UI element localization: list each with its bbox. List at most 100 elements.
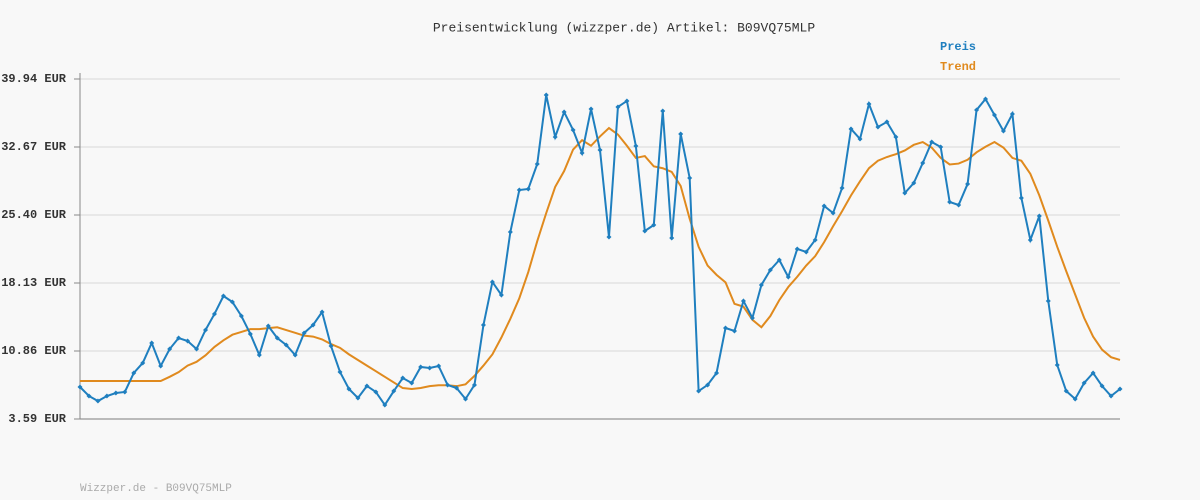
point-marker [463,396,469,402]
point-marker [480,322,486,328]
point-marker [247,331,253,337]
point-marker [776,257,782,263]
point-marker [328,343,334,349]
point-marker [651,222,657,228]
point-marker [848,126,854,132]
point-marker [185,338,191,344]
point-marker [489,279,495,285]
point-marker [606,234,612,240]
point-marker [140,360,146,366]
point-marker [714,370,720,376]
point-marker [256,352,262,358]
point-marker [974,107,980,113]
point-marker [104,393,110,399]
point-marker [588,106,594,112]
point-marker [633,143,639,149]
point-marker [723,325,729,331]
point-marker [1036,213,1042,219]
point-marker [436,363,442,369]
point-marker [516,187,522,193]
point-marker [803,249,809,255]
y-tick-label: 3.59 EUR [8,412,66,426]
point-marker [1117,386,1123,392]
point-marker [983,96,989,102]
point-marker [579,150,585,156]
point-marker [1099,383,1105,389]
point-marker [839,185,845,191]
point-marker [445,382,451,388]
point-marker [920,160,926,166]
y-tick-label: 10.86 EUR [1,344,67,358]
point-marker [382,402,388,408]
point-marker [283,342,289,348]
point-marker [597,147,603,153]
point-marker [391,388,397,394]
point-marker [705,382,711,388]
footer: Wizzper.de - B09VQ75MLP [80,483,232,495]
point-marker [794,246,800,252]
y-tick-label: 18.13 EUR [1,276,67,290]
legend-label: Trend [940,60,976,74]
point-marker [454,385,460,391]
point-marker [570,127,576,133]
point-marker [642,228,648,234]
point-marker [991,112,997,118]
point-marker [194,346,200,352]
point-marker [731,328,737,334]
point-marker [337,369,343,375]
point-marker [821,203,827,209]
point-marker [86,393,92,399]
point-marker [857,136,863,142]
point-marker [660,108,666,114]
point-marker [1072,396,1078,402]
point-marker [866,101,872,107]
point-marker [131,370,137,376]
point-marker [615,104,621,110]
y-tick-label: 39.94 EUR [1,72,67,86]
point-marker [929,139,935,145]
point-marker [552,134,558,140]
point-marker [740,298,746,304]
y-tick-label: 25.40 EUR [1,208,67,222]
point-marker [902,190,908,196]
legend-label: Preis [940,40,976,54]
point-marker [176,335,182,341]
point-marker [203,327,209,333]
point-marker [498,292,504,298]
point-marker [211,311,217,317]
point-marker [1054,362,1060,368]
point-marker [669,235,675,241]
y-tick-label: 32.67 EUR [1,140,67,154]
point-marker [624,98,630,104]
point-marker [938,144,944,150]
point-marker [400,375,406,381]
point-marker [507,229,513,235]
point-marker [1045,298,1051,304]
point-marker [409,380,415,386]
point-marker [884,119,890,125]
point-marker [122,389,128,395]
point-marker [158,363,164,369]
point-marker [893,134,899,140]
point-marker [220,293,226,299]
series-line [80,126,1121,390]
point-marker [696,388,702,394]
point-marker [965,181,971,187]
point-marker [1018,195,1024,201]
point-marker [95,398,101,404]
point-marker [238,313,244,319]
point-marker [749,315,755,321]
point-marker [113,390,119,396]
point-marker [534,161,540,167]
point-marker [149,340,155,346]
point-marker [561,109,567,115]
point-marker [812,237,818,243]
point-marker [265,323,271,329]
point-marker [687,175,693,181]
point-marker [1009,111,1015,117]
point-marker [364,383,370,389]
point-marker [471,382,477,388]
point-marker [758,282,764,288]
point-marker [427,365,433,371]
